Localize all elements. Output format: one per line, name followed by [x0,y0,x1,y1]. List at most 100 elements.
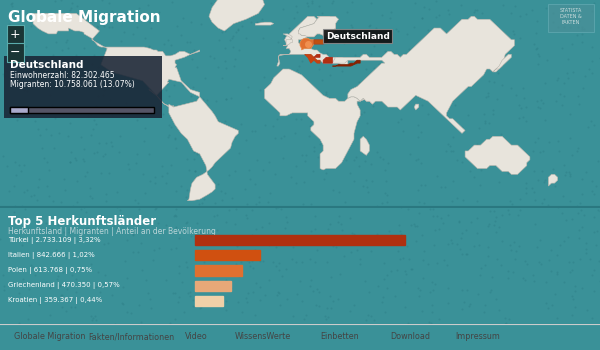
Point [269,123,278,128]
Point [422,58,432,64]
Point [350,157,359,163]
Point [83,113,93,118]
Point [317,124,326,130]
Point [423,261,433,267]
Point [233,299,243,304]
Point [591,184,600,189]
Text: Türkei | 2.733.109 | 3,32%: Türkei | 2.733.109 | 3,32% [8,237,101,244]
Point [89,150,98,156]
Point [423,27,433,33]
Point [281,214,290,219]
Point [433,70,443,75]
Point [85,186,95,191]
Point [291,180,301,186]
Point [487,275,496,280]
Point [403,320,412,326]
Point [375,83,385,88]
Point [185,39,195,45]
Point [446,49,455,55]
Point [254,199,264,205]
Point [298,201,308,206]
Point [544,257,554,262]
Point [41,279,51,285]
Point [182,188,192,193]
Point [395,257,405,262]
Point [37,146,46,151]
Point [44,167,53,173]
Point [34,176,44,182]
Point [515,35,524,41]
Point [345,111,355,116]
Point [328,241,337,247]
Text: Download: Download [390,332,430,341]
Point [20,215,30,220]
Point [35,215,45,220]
Point [22,111,32,117]
Point [559,80,569,86]
Point [469,244,479,249]
Point [466,168,475,173]
Point [350,231,359,237]
Point [195,230,205,235]
Point [98,111,107,117]
Polygon shape [332,16,514,133]
Point [380,190,389,196]
Point [175,235,184,241]
Point [489,209,499,214]
Point [323,101,333,106]
Text: +: + [10,28,20,41]
Point [150,206,160,212]
Point [134,221,143,227]
Point [568,69,578,75]
Point [362,66,371,72]
Point [237,23,247,29]
Point [498,2,508,8]
Point [312,247,322,252]
Point [473,291,482,296]
Point [429,242,439,247]
Point [101,198,111,203]
Point [17,108,26,114]
Point [188,297,197,303]
Point [252,19,262,24]
Point [419,248,429,253]
Point [566,174,575,179]
Point [446,237,455,243]
Point [362,120,372,126]
Point [51,231,61,236]
Polygon shape [300,38,314,50]
Point [416,182,426,188]
Point [432,52,442,57]
Point [65,120,75,126]
Point [185,289,195,295]
Point [217,5,226,10]
Point [292,291,302,297]
Point [22,88,32,93]
Point [71,52,81,58]
Point [338,68,347,74]
Point [449,134,458,140]
Point [5,10,15,16]
Point [88,297,97,303]
Point [149,247,158,253]
Point [216,3,226,9]
Point [585,256,595,262]
Point [56,61,65,67]
Point [75,228,85,234]
Point [52,247,61,253]
Point [587,70,597,76]
Point [427,79,437,85]
Point [291,4,301,9]
Point [561,170,571,175]
Point [496,131,506,137]
Point [512,154,522,160]
Point [406,267,416,272]
Point [11,173,21,178]
Point [143,2,152,8]
Point [479,309,489,314]
Point [226,37,235,43]
Point [528,272,538,278]
Point [22,187,32,193]
Point [440,257,449,263]
Point [298,299,307,304]
